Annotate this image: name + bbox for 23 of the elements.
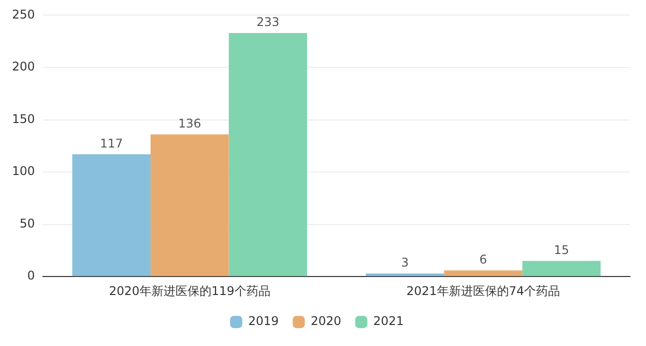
- data-label: 233: [256, 15, 280, 30]
- y-tick-label: 100: [12, 164, 35, 178]
- x-tick-label: 2020年新进医保的119个药品: [108, 284, 270, 298]
- x-tick-label: 2021年新进医保的74个药品: [406, 284, 560, 298]
- bar: [150, 134, 229, 276]
- y-tick-label: 200: [12, 60, 35, 74]
- data-label: 15: [554, 243, 570, 258]
- data-label: 117: [100, 136, 123, 150]
- y-tick-label: 150: [12, 112, 35, 126]
- bar: [522, 260, 601, 276]
- legend-label: 2020: [310, 314, 342, 328]
- y-tick-label: 250: [12, 7, 35, 22]
- legend-label: 2021: [373, 314, 404, 328]
- bar: [444, 270, 522, 276]
- data-label: 6: [479, 252, 488, 266]
- legend-label: 2019: [248, 314, 279, 328]
- bar: [366, 273, 444, 276]
- data-label: 3: [401, 256, 409, 270]
- data-label: 136: [178, 116, 202, 131]
- bar: [228, 32, 308, 276]
- y-tick-label: 0: [27, 268, 35, 283]
- y-tick-label: 50: [20, 216, 35, 230]
- bar: [72, 154, 151, 276]
